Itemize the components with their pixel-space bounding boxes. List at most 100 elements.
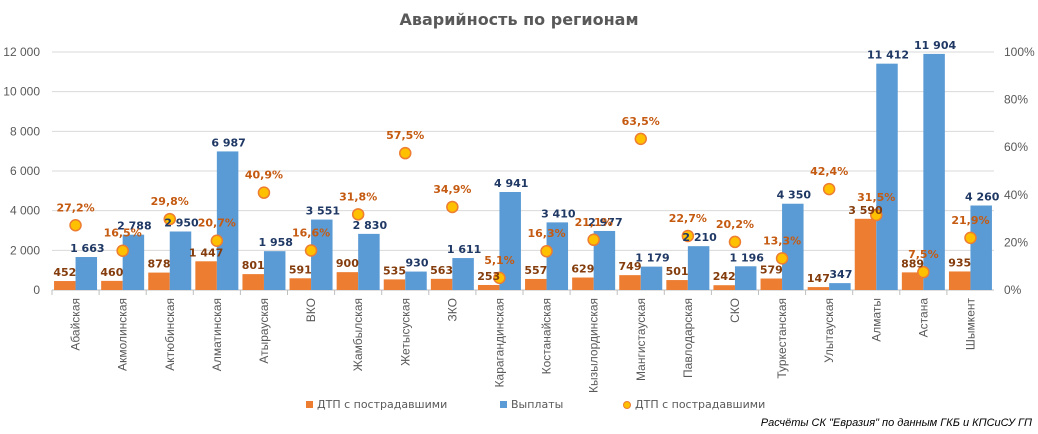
- bar-accidents: [807, 287, 830, 290]
- bar-payments: [122, 234, 145, 290]
- data-label-share: 31,5%: [857, 191, 895, 204]
- bar-accidents: [430, 278, 453, 290]
- x-category-label: Алматы: [869, 298, 883, 342]
- bar-payments: [452, 258, 474, 290]
- legend-label: Выплаты: [511, 398, 564, 411]
- y-axis-right: 0% 20% 40% 60% 80% 100%: [1004, 45, 1035, 297]
- bar-payments: [405, 271, 427, 290]
- bar-accidents: [572, 277, 594, 290]
- point-share: [964, 231, 977, 245]
- x-category-label: Костанайская: [540, 298, 554, 374]
- data-label-payments: 2 830: [353, 219, 388, 232]
- legend-label: ДТП с пострадавшими: [635, 398, 766, 411]
- y-right-tick-label: 20%: [1004, 235, 1028, 249]
- bar-accidents: [854, 218, 877, 290]
- x-category-label: ЗКО: [445, 298, 459, 321]
- data-label-payments: 11 412: [867, 49, 909, 62]
- data-label-share: 21,1%: [575, 216, 613, 229]
- data-label-accidents: 591: [289, 263, 312, 276]
- y-left-tick-label: 10 000: [3, 85, 40, 99]
- x-category-label: Туркестанская: [775, 298, 789, 379]
- data-label-payments: 930: [406, 257, 429, 270]
- x-category-label: Жамбылская: [351, 298, 365, 371]
- y-right-tick-label: 80%: [1004, 93, 1028, 107]
- data-label-payments: 2 788: [117, 220, 151, 233]
- x-axis-labels: Абайская Акмолинская Актюбинская Алматинска…: [69, 298, 978, 393]
- data-label-share: 57,5%: [386, 129, 424, 142]
- data-label-accidents: 452: [53, 266, 76, 279]
- data-label-share: 63,5%: [622, 115, 660, 128]
- x-category-label: Павлодарская: [681, 298, 695, 378]
- data-label-share: 42,4%: [810, 165, 848, 178]
- bar-accidents: [289, 278, 312, 290]
- data-label-payments: 3 551: [306, 205, 340, 218]
- x-category-label: Астана: [916, 298, 930, 338]
- data-label-share: 13,3%: [763, 234, 801, 247]
- bar-accidents: [195, 261, 217, 290]
- data-label-payments: 1 179: [635, 252, 669, 265]
- data-label-payments: 6 987: [211, 136, 245, 149]
- data-label-share: 20,2%: [716, 218, 754, 231]
- x-category-label: Атырауская: [257, 298, 271, 364]
- y-left-tick-label: 12 000: [3, 45, 40, 59]
- data-label-payments: 3 410: [541, 207, 576, 220]
- legend-item-accidents: ДТП с пострадавшими: [306, 398, 447, 411]
- data-label-share: 21,9%: [951, 214, 989, 227]
- data-label-accidents: 242: [713, 270, 736, 283]
- bar-payments: [593, 230, 616, 290]
- data-label-share: 5,1%: [484, 254, 515, 267]
- x-category-label: СКО: [728, 298, 742, 323]
- bar-payments: [546, 222, 569, 290]
- data-label-payments: 1 196: [729, 251, 764, 264]
- data-label-accidents: 935: [948, 256, 971, 269]
- x-category-label: Абайская: [69, 298, 83, 351]
- data-label-payments: 2 977: [588, 216, 622, 229]
- data-label-share: 7,5%: [908, 248, 939, 261]
- point-share: [69, 219, 82, 232]
- data-label-share: 16,6%: [292, 226, 330, 239]
- point-share: [728, 235, 742, 249]
- bar-payments: [216, 151, 239, 290]
- x-category-label: Шымкент: [963, 298, 977, 351]
- bar-accidents: [101, 280, 123, 290]
- data-label-payments: 4 350: [777, 189, 812, 202]
- data-label-accidents: 3 590: [848, 204, 883, 217]
- data-label-share: 40,9%: [245, 169, 283, 182]
- x-category-label: Акмолинская: [116, 298, 130, 371]
- point-share: [446, 200, 459, 214]
- scatter-points: [69, 132, 977, 285]
- point-share: [163, 212, 176, 226]
- bar-accidents: [713, 285, 735, 290]
- point-share: [917, 265, 930, 279]
- x-category-label: Актюбинская: [163, 298, 177, 371]
- bar-accidents: [901, 272, 924, 290]
- data-label-payments: 4 260: [965, 191, 1000, 204]
- data-label-accidents: 900: [336, 257, 359, 270]
- x-category-label: Алматинская: [210, 298, 224, 371]
- legend-swatch-orange: [306, 401, 313, 408]
- y-right-tick-label: 100%: [1004, 45, 1035, 59]
- data-label-accidents: 460: [100, 266, 123, 279]
- data-label-payments: 1 611: [447, 243, 481, 256]
- data-label-accidents: 1 447: [189, 246, 223, 259]
- point-share: [351, 208, 365, 221]
- bar-payments: [734, 266, 757, 290]
- bar-accidents: [666, 280, 688, 290]
- bar-payments: [75, 257, 98, 290]
- bar-payments: [169, 231, 192, 290]
- y-right-tick-label: 40%: [1004, 188, 1028, 202]
- bar-payments: [876, 63, 898, 290]
- legend-item-payments: Выплаты: [500, 398, 563, 411]
- data-label-accidents: 253: [477, 270, 500, 283]
- bar-accidents: [619, 275, 641, 290]
- data-label-share: 29,8%: [151, 195, 189, 208]
- data-label-share: 34,9%: [433, 183, 471, 196]
- bar-accidents: [477, 284, 500, 290]
- data-label-accidents: 801: [242, 259, 265, 272]
- bar-accidents: [242, 274, 264, 290]
- data-label-accidents: 579: [760, 264, 783, 277]
- x-category-label: Кызылординская: [587, 298, 601, 393]
- bar-accidents: [948, 271, 971, 290]
- data-label-payments: 2 950: [164, 216, 199, 229]
